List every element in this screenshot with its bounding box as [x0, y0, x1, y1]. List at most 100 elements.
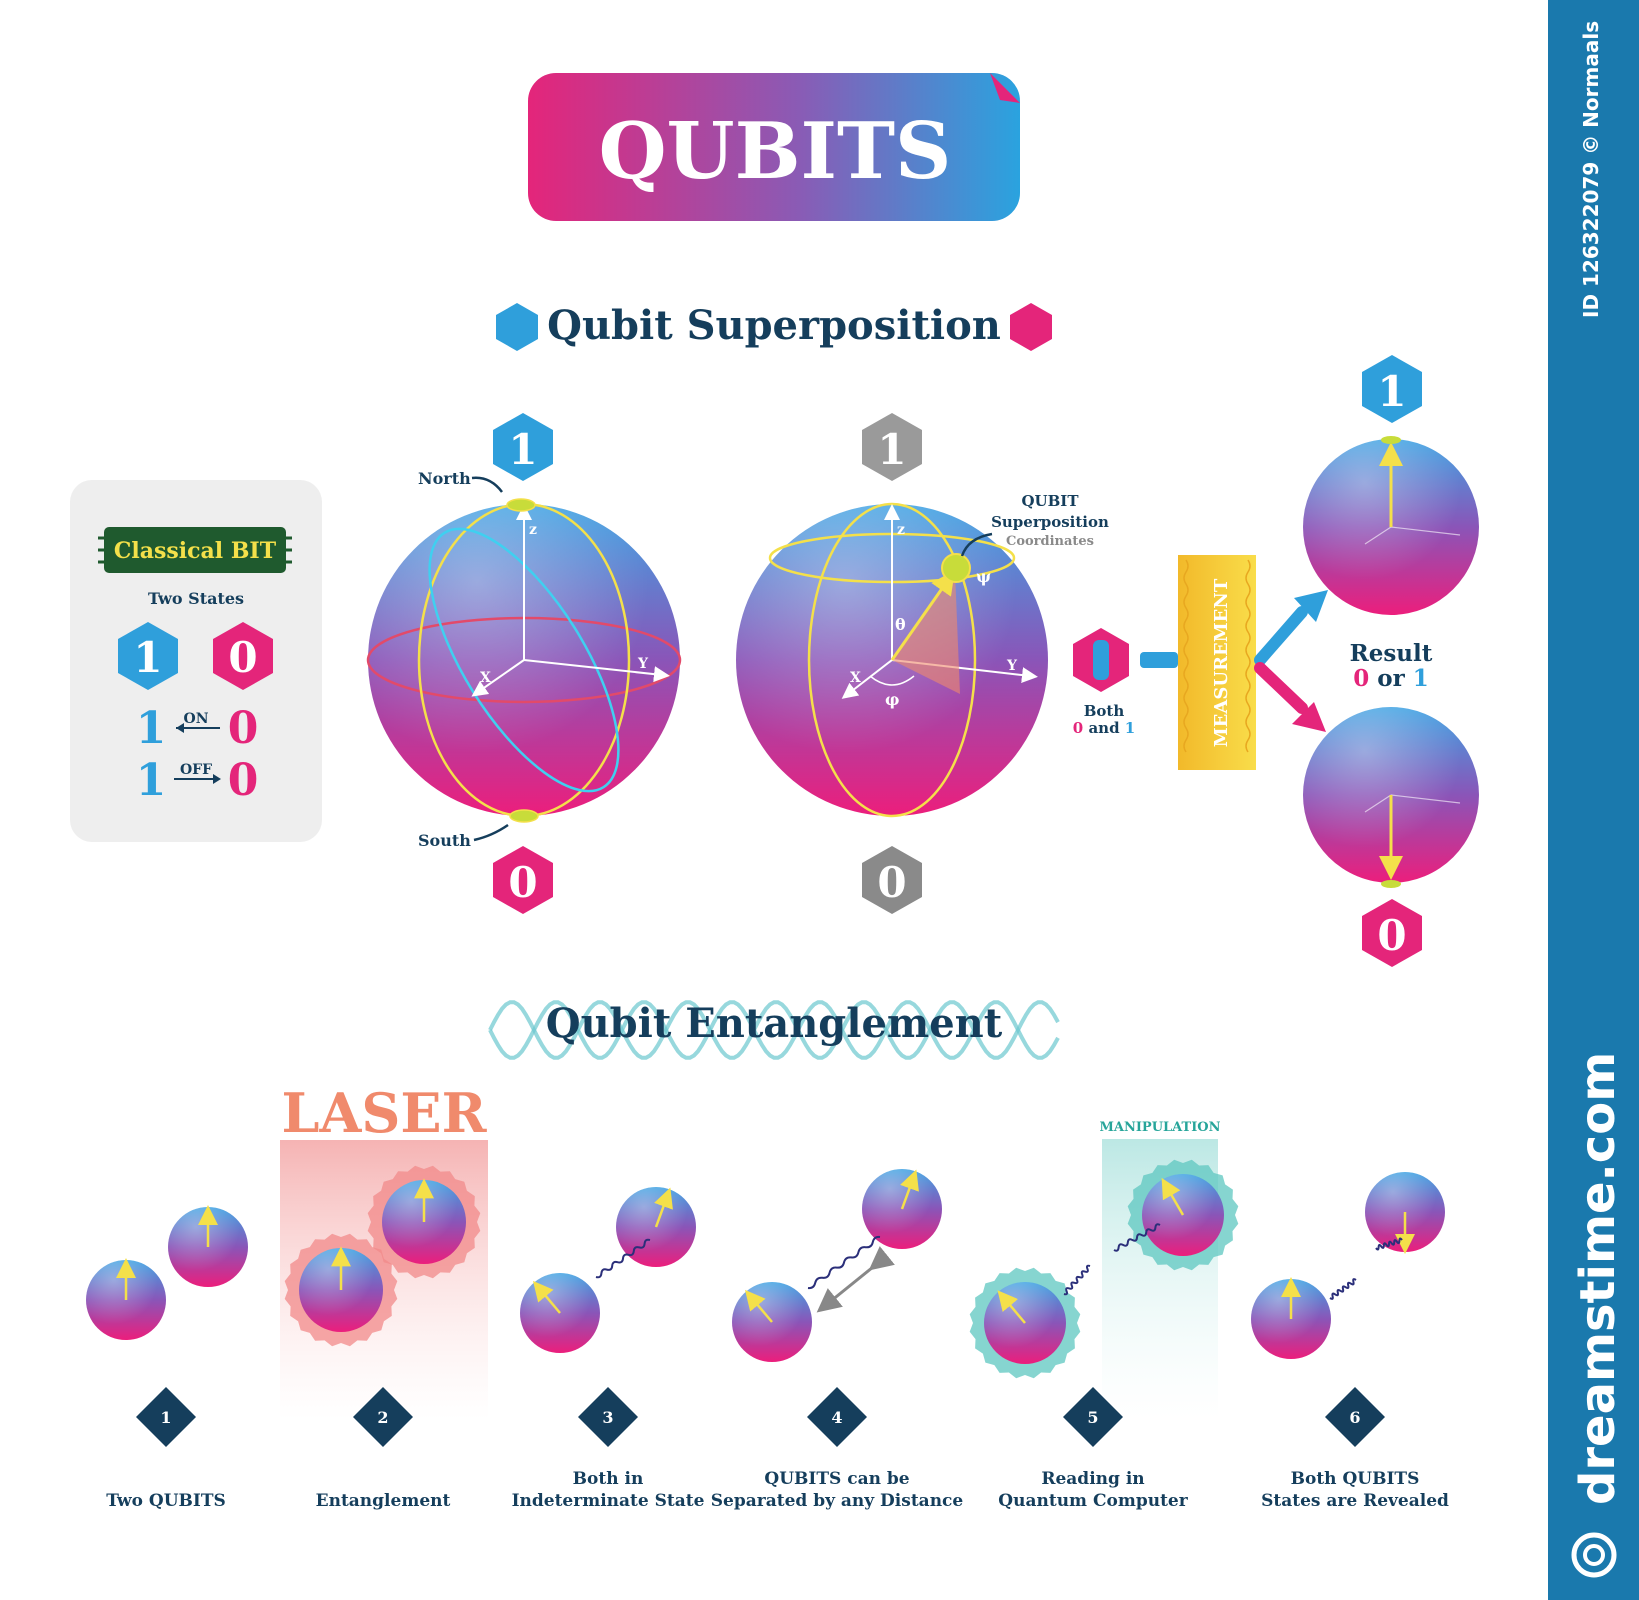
brand-label: dreamstime.com: [1570, 1052, 1626, 1505]
measurement-box: [1178, 555, 1256, 770]
superposition-title: Qubit Superposition: [547, 302, 1001, 349]
coords-label-line2: Superposition: [991, 513, 1109, 531]
qubit-sphere: [284, 1233, 398, 1347]
svg-text:X: X: [850, 670, 861, 686]
svg-text:0: 0: [508, 858, 537, 907]
state-one-hexagon: [118, 622, 178, 690]
blue-hexagon-icon: [496, 303, 538, 351]
two-states-label: Two States: [148, 589, 244, 608]
result-zero-hexagon: [1362, 899, 1422, 967]
south-label: South: [418, 831, 471, 850]
coords-label-line3: Coordinates: [1006, 534, 1094, 549]
entanglement-link: [1063, 1264, 1091, 1296]
entanglement-title: Qubit Entanglement: [546, 1000, 1003, 1047]
step-label-line1: Both in: [573, 1469, 644, 1489]
brand-spiral-icon: [1571, 1532, 1617, 1578]
step-label-line1: Both QUBITS: [1291, 1469, 1420, 1489]
step-label-line1: Reading in: [1041, 1469, 1144, 1489]
qubit-sphere: [86, 1258, 166, 1340]
svg-text:Y: Y: [637, 656, 649, 672]
qubit-sphere: [168, 1205, 248, 1287]
gray-state-one-hexagon: [862, 413, 922, 481]
entanglement-steps: 1 Two QUBITS 2 Entanglement 3 Both inIndeterm…: [106, 1387, 1449, 1511]
on-row-zero: 0: [228, 703, 259, 754]
step-label-line2: Separated by any Distance: [711, 1491, 964, 1511]
image-id-label: ID 126322079 © Normaals: [1579, 21, 1603, 318]
classical-bit-title: Classical BIT: [114, 538, 277, 564]
on-row-one: 1: [136, 703, 167, 754]
svg-text:0: 0: [228, 633, 257, 682]
theta-label: θ: [895, 615, 906, 634]
classical-bit-panel: Classical BIT Two States 1 0 1 ON 0 1 OF…: [70, 480, 322, 842]
step-number: 3: [602, 1408, 613, 1427]
psi-label: ψ: [976, 567, 991, 586]
title-banner: QUBITS: [528, 73, 1020, 221]
result-title: Result: [1350, 640, 1433, 667]
step-number: 4: [831, 1408, 842, 1427]
step-label-line2: States are Revealed: [1261, 1491, 1449, 1511]
spin-arrow-icon: [1161, 1177, 1185, 1216]
entanglement-link: [807, 1235, 881, 1290]
page-title: QUBITS: [599, 106, 952, 197]
spin-arrow-icon: [654, 1187, 673, 1228]
input-connector: [1140, 652, 1178, 668]
step-diamond-icon: [136, 1387, 196, 1447]
step-diamond-icon: [1325, 1387, 1385, 1447]
off-row-zero: 0: [228, 755, 259, 806]
step-label-line2: Quantum Computer: [998, 1491, 1188, 1511]
off-label: OFF: [180, 762, 212, 778]
step-number: 6: [1349, 1408, 1360, 1427]
qubit-sphere: [520, 1273, 600, 1353]
qubit-sphere: [1251, 1277, 1331, 1359]
step-diamond-icon: [353, 1387, 413, 1447]
step-2: 2 Entanglement: [316, 1387, 451, 1511]
step-label-line2: Two QUBITS: [106, 1491, 226, 1511]
step-label-line2: Entanglement: [316, 1491, 451, 1511]
svg-text:1: 1: [508, 425, 537, 474]
wave-icon: [488, 1000, 1060, 1060]
entanglement-link: [595, 1238, 651, 1279]
on-label: ON: [184, 711, 209, 727]
superposition-coordinates-sphere: 1 z X Y θ φ ψ QUBIT Superposition Coordi…: [736, 413, 1109, 914]
qubit-sphere: [969, 1267, 1081, 1379]
bloch-sphere: 1 North z X Y South 0: [366, 413, 682, 914]
pink-hexagon-icon: [1010, 303, 1052, 351]
svg-text:X: X: [480, 670, 491, 686]
qubit-sphere: [1127, 1159, 1239, 1271]
svg-text:z: z: [897, 522, 905, 538]
state-one-hexagon: [493, 413, 553, 481]
step-label-line2: Indeterminate State: [512, 1491, 705, 1511]
step-diamond-icon: [807, 1387, 867, 1447]
north-label: North: [418, 469, 471, 488]
measurement-label: MEASUREMENT: [1211, 578, 1232, 747]
angle-plane: [892, 572, 960, 694]
laser-label: LASER: [282, 1081, 488, 1145]
watermark-sidebar: ID 126322079 © Normaals dreamstime.com: [1548, 0, 1639, 1600]
step-number: 1: [160, 1408, 171, 1427]
spin-arrow-icon: [997, 1290, 1026, 1324]
svg-text:1: 1: [877, 425, 906, 474]
step-number: 5: [1087, 1408, 1098, 1427]
measurement-section: Both 0 and 1 MEASUREMENT Result 0 or 1 1: [1073, 355, 1479, 967]
qubit-sphere: [1365, 1172, 1445, 1254]
step-label-line1: QUBITS can be: [764, 1469, 909, 1489]
gray-state-zero-hexagon: [862, 846, 922, 914]
entanglement-link: [1329, 1278, 1357, 1300]
svg-text:Y: Y: [1006, 658, 1018, 674]
spin-arrow-icon: [745, 1289, 773, 1323]
coords-label-line1: QUBIT: [1021, 492, 1079, 510]
svg-text:0 or 1: 0 or 1: [1353, 665, 1429, 692]
svg-text:0: 0: [877, 858, 906, 907]
manipulation-label: MANIPULATION: [1099, 1120, 1220, 1135]
arrow-down-right-icon: [1254, 662, 1308, 714]
entanglement-link: [1113, 1223, 1161, 1252]
qubit-sphere: [862, 1169, 942, 1249]
state-zero-hexagon: [213, 622, 273, 690]
svg-text:0 and 1: 0 and 1: [1073, 719, 1135, 737]
entanglement-qubits: [86, 1159, 1445, 1379]
svg-text:1: 1: [133, 633, 162, 682]
step-diamond-icon: [1063, 1387, 1123, 1447]
